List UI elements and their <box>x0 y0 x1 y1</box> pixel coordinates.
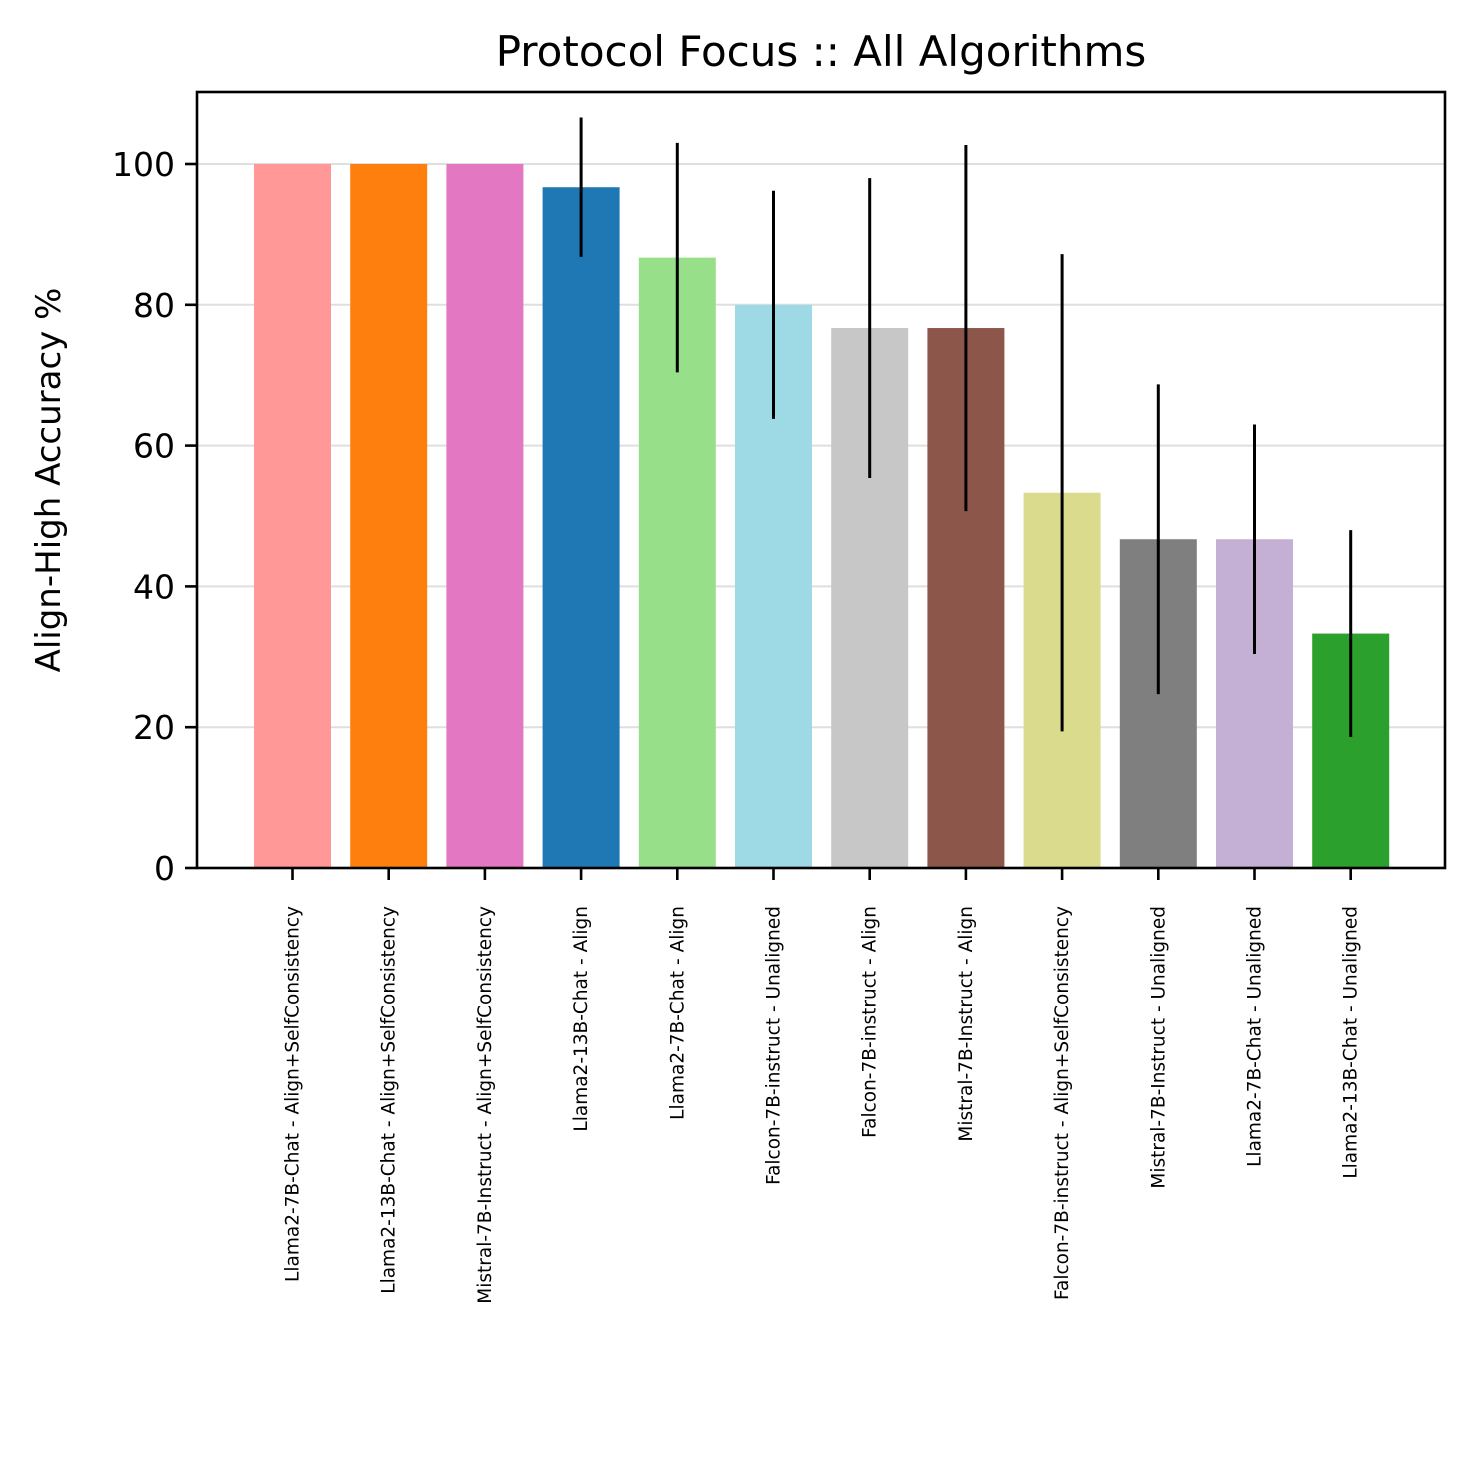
y-tick-label: 80 <box>133 286 175 325</box>
x-tick-label: Llama2-7B-Chat - Align+SelfConsistency <box>283 906 304 1282</box>
y-tick-label: 20 <box>133 708 175 747</box>
y-tick-label: 100 <box>112 145 175 184</box>
bars <box>254 164 1390 869</box>
x-tick-label: Mistral-7B-Instruct - Align+SelfConsiste… <box>475 906 496 1304</box>
x-tick-label: Llama2-7B-Chat - Unaligned <box>1245 906 1266 1167</box>
x-tick-label: Llama2-13B-Chat - Unaligned <box>1341 906 1362 1179</box>
x-tick-label: Falcon-7B-instruct - Unaligned <box>764 906 785 1185</box>
x-tick-label: Mistral-7B-Instruct - Unaligned <box>1148 906 1169 1189</box>
x-tick-label: Mistral-7B-Instruct - Align <box>956 906 977 1142</box>
x-tick-label: Llama2-7B-Chat - Align <box>667 906 688 1120</box>
y-tick-label: 40 <box>133 567 175 606</box>
y-tick-label: 60 <box>133 427 175 466</box>
x-tick-label: Llama2-13B-Chat - Align+SelfConsistency <box>379 906 400 1294</box>
x-tick-label: Falcon-7B-instruct - Align <box>860 906 881 1138</box>
chart-title: Protocol Focus :: All Algorithms <box>496 27 1147 76</box>
x-tick-label: Llama2-13B-Chat - Align <box>571 906 592 1132</box>
bar <box>350 164 428 868</box>
x-tick-label: Falcon-7B-instruct - Align+SelfConsisten… <box>1052 906 1073 1300</box>
error-bars <box>579 117 1353 738</box>
y-axis-label: Align-High Accuracy % <box>29 288 69 673</box>
bar <box>542 187 620 868</box>
y-tick-label: 0 <box>154 849 175 888</box>
plot-frame <box>195 90 1447 870</box>
y-axis-ticks: 0 20 40 60 80 100 <box>112 145 197 888</box>
x-axis-ticks: Llama2-7B-Chat - Align+SelfConsistency Ll… <box>283 868 1362 1304</box>
bar <box>254 164 331 868</box>
bar <box>446 164 524 868</box>
